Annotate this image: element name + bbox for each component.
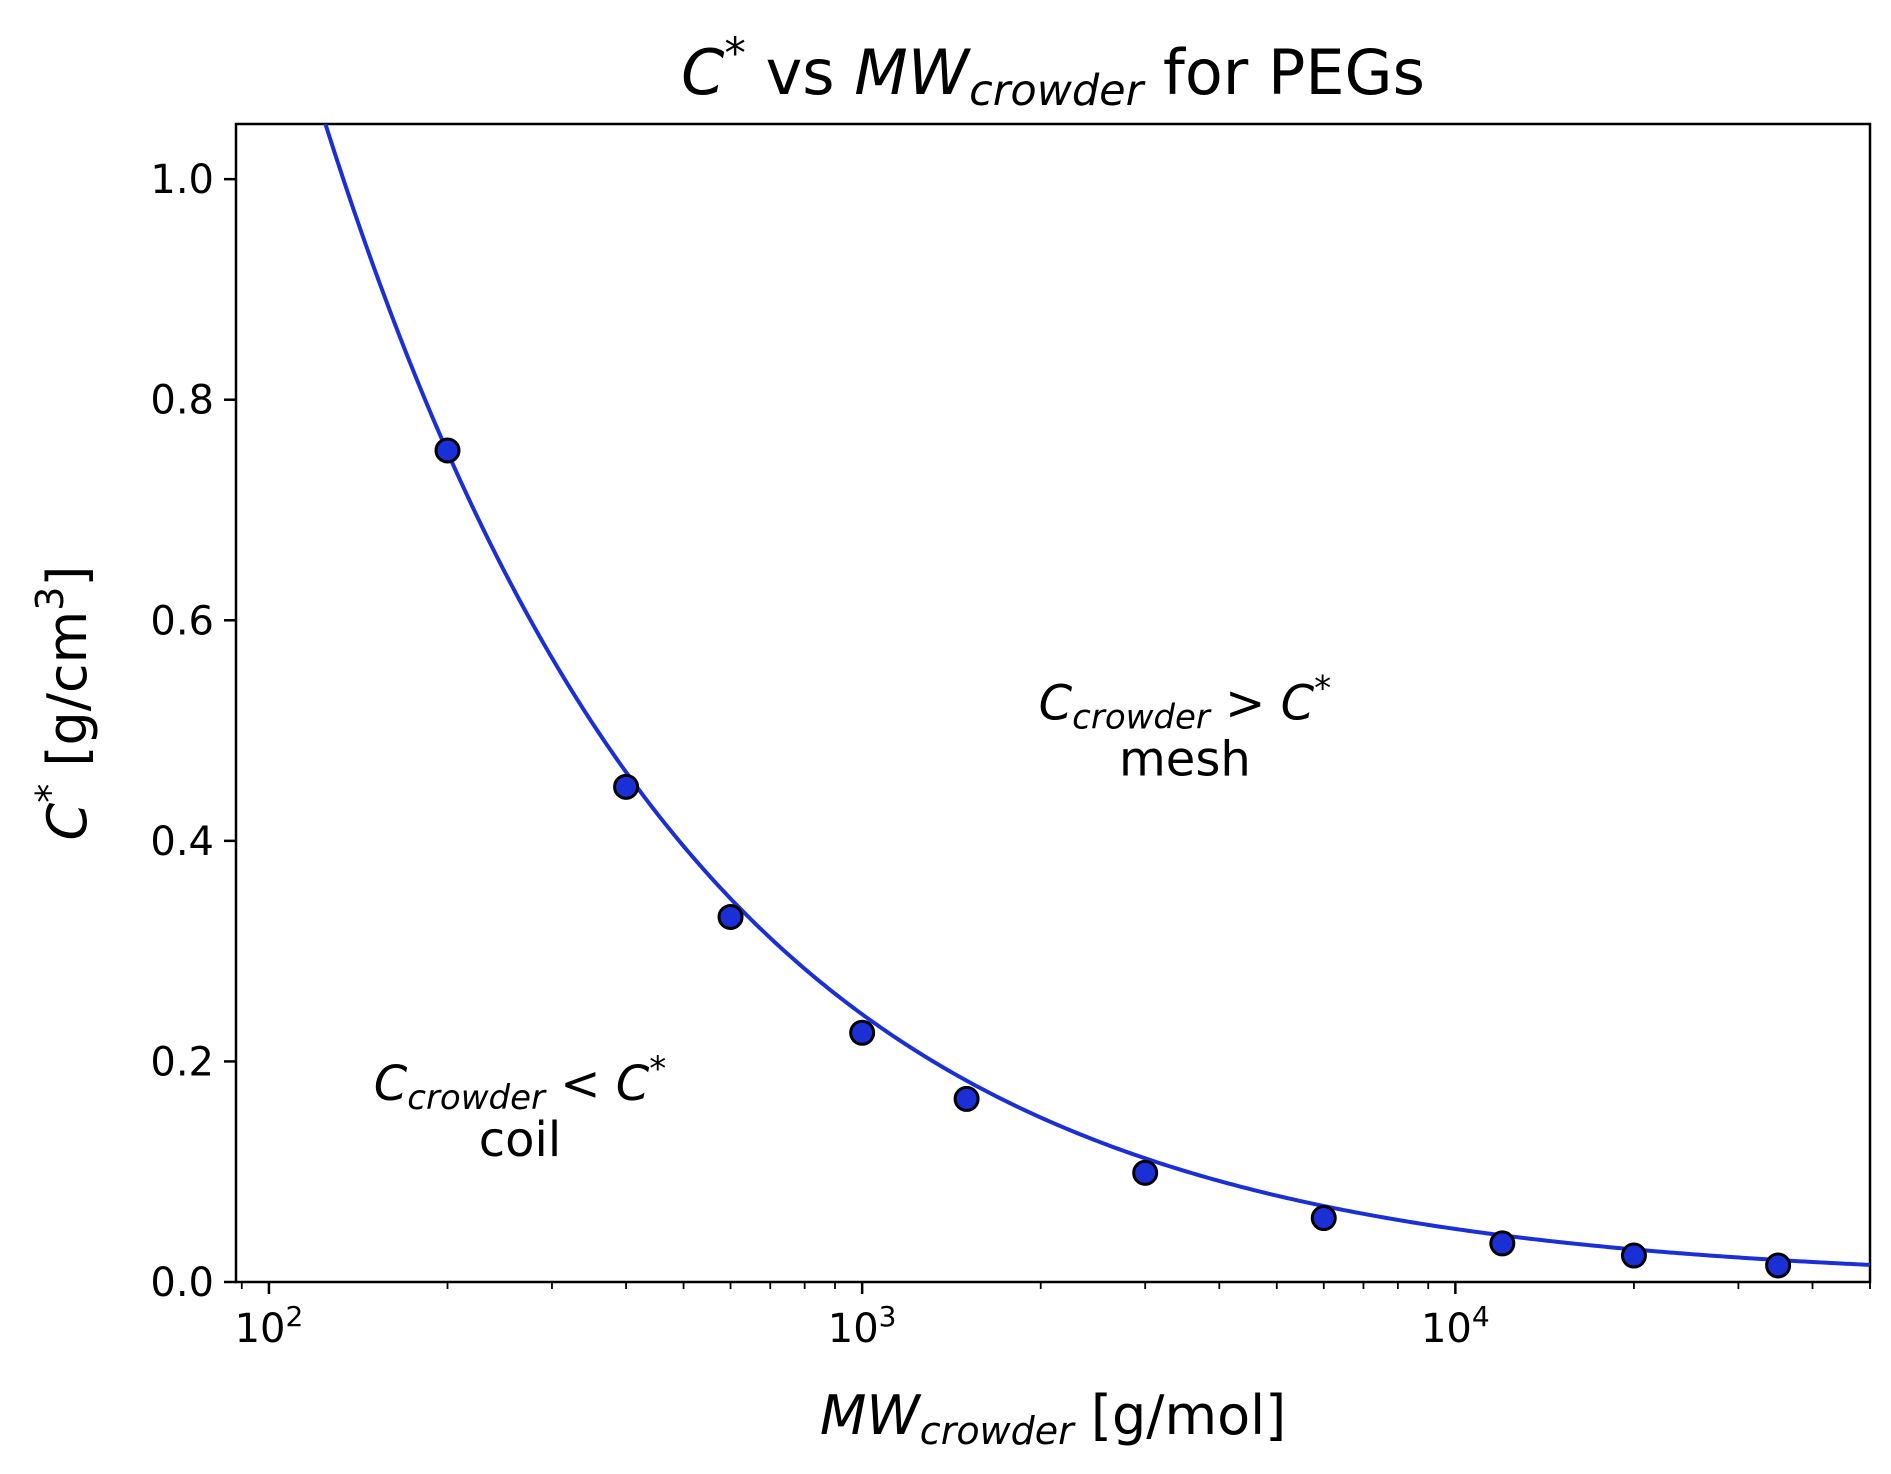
data-point (613, 773, 640, 800)
y-tick-label: 0.2 (150, 1039, 214, 1085)
annotation-regime: mesh (1119, 732, 1251, 788)
region-annotation: Ccrowder < C*coil (374, 1049, 667, 1168)
x-axis-ticks: 102 103 104 (235, 1282, 1490, 1352)
x-axis-label-text: MWcrowder [g/mol] (820, 1384, 1286, 1453)
plot-area-frame (234, 122, 1872, 1284)
x-tick-label: 102 (235, 1300, 304, 1352)
annotation-regime: coil (479, 1112, 561, 1168)
y-tick-label: 0.0 (150, 1260, 214, 1306)
y-tick-label: 0.4 (150, 819, 214, 865)
y-tick-label: 1.0 (150, 157, 214, 203)
data-point (1620, 1242, 1647, 1269)
y-axis-ticks: 0.0 0.2 0.4 0.6 0.8 1.0 (150, 157, 236, 1306)
x-axis-label: MWcrowder [g/mol] (820, 1384, 1286, 1453)
data-point (953, 1085, 980, 1112)
x-minor-ticks (240, 1282, 1871, 1289)
region-annotations: Ccrowder > C*mesh Ccrowder < C*coil (374, 668, 1331, 1168)
y-axis-label-text: C* [g/cm3] (28, 566, 99, 841)
chart-title: C* vs MWcrowder for PEGs (681, 29, 1425, 116)
y-tick-label: 0.6 (150, 598, 214, 644)
fit-curve (323, 124, 1870, 1267)
x-tick-label: 103 (828, 1300, 897, 1352)
annotation-condition: Ccrowder > C* (1039, 668, 1332, 737)
data-point (434, 437, 461, 464)
data-point (717, 903, 744, 930)
chart-title-text: C* vs MWcrowder for PEGs (681, 29, 1425, 116)
x-tick-label: 104 (1421, 1300, 1490, 1352)
data-point (849, 1019, 876, 1046)
data-points (434, 437, 1792, 1279)
annotation-condition: Ccrowder < C* (374, 1049, 667, 1118)
region-annotation: Ccrowder > C*mesh (1039, 668, 1332, 787)
y-axis-label: C* [g/cm3] (28, 566, 99, 841)
data-point (1489, 1230, 1516, 1257)
y-tick-label: 0.8 (150, 378, 214, 424)
data-point (1310, 1205, 1337, 1232)
data-point (1765, 1252, 1792, 1279)
data-point (1132, 1159, 1159, 1186)
